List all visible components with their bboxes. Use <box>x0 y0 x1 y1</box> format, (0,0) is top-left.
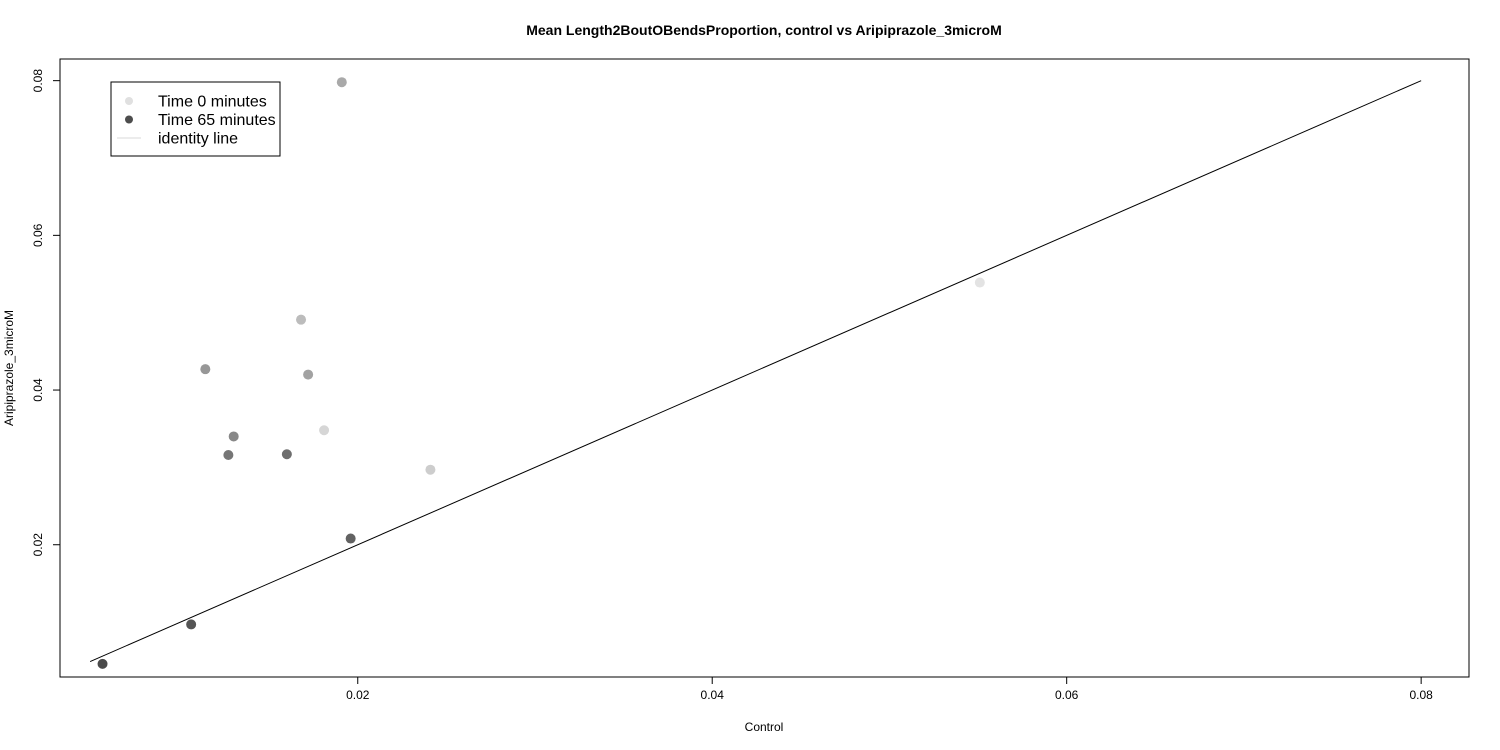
x-tick-label: 0.02 <box>346 688 370 702</box>
y-tick-label: 0.04 <box>31 378 45 402</box>
data-point <box>223 450 234 461</box>
data-points <box>97 77 985 669</box>
data-point <box>974 277 985 288</box>
x-axis-label: Control <box>745 720 784 734</box>
x-tick-label: 0.08 <box>1409 688 1433 702</box>
data-point <box>281 449 292 460</box>
data-point <box>97 658 108 669</box>
legend-label: identity line <box>158 131 238 148</box>
legend-point-swatch <box>125 115 133 124</box>
data-point <box>303 369 314 380</box>
y-tick-label: 0.06 <box>31 223 45 247</box>
data-point <box>228 431 239 442</box>
legend-label: Time 0 minutes <box>158 94 267 111</box>
data-point <box>319 425 330 436</box>
chart-title: Mean Length2BoutOBendsProportion, contro… <box>526 22 1002 38</box>
data-point <box>425 464 436 475</box>
x-axis: 0.02 0.04 0.06 0.08 <box>346 676 1433 702</box>
legend-box <box>110 81 281 157</box>
y-axis-label: Aripiprazole_3microM <box>2 310 16 426</box>
legend-point-swatch <box>125 97 133 105</box>
legend-label: Time 65 minutes <box>158 112 276 129</box>
data-point <box>296 314 307 325</box>
x-tick-label: 0.04 <box>701 688 725 702</box>
y-tick-label: 0.02 <box>31 533 45 557</box>
y-axis: 0.02 0.04 0.06 0.08 <box>31 69 61 557</box>
data-point <box>345 533 356 544</box>
data-point <box>336 77 347 88</box>
data-point <box>200 364 211 375</box>
y-tick-label: 0.08 <box>31 69 45 93</box>
identity-line <box>89 80 1422 662</box>
x-tick-label: 0.06 <box>1055 688 1079 702</box>
data-point <box>186 619 197 630</box>
